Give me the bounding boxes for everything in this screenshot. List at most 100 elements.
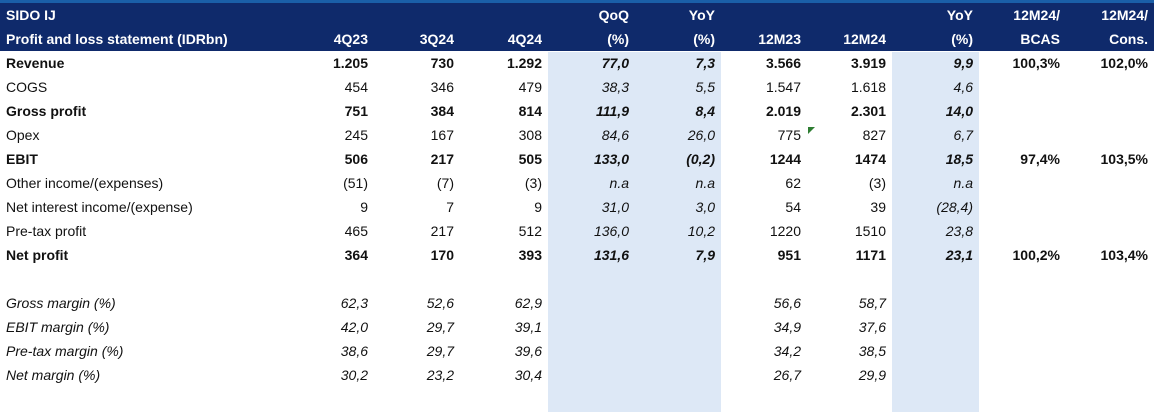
row-label: Pre-tax margin (%) xyxy=(6,343,124,359)
table-cell: 512 xyxy=(518,223,542,239)
table-cell: 37,6 xyxy=(858,319,886,335)
table-cell: 34,9 xyxy=(773,319,801,335)
table-cell xyxy=(892,339,979,363)
table-cell: 1.292 xyxy=(506,55,542,71)
row-label: Other income/(expenses) xyxy=(6,175,164,191)
header-cell: QoQ xyxy=(548,3,635,27)
table-cell: 1244 xyxy=(769,151,801,167)
table-cell xyxy=(1066,123,1154,147)
row-label: Revenue xyxy=(6,55,65,71)
table-cell xyxy=(374,267,460,291)
row-label: Net profit xyxy=(6,247,69,263)
table-cell xyxy=(635,363,721,387)
table-cell: 3,0 xyxy=(695,199,715,215)
table-row: Net profit 364 170 393 131,6 7,9 951 1171 23,1 10… xyxy=(0,243,1154,267)
table-cell xyxy=(635,291,721,315)
table-cell: 58,7 xyxy=(858,295,886,311)
table-cell: 751 xyxy=(344,103,368,119)
table-row: Opex 245 167 308 84,6 26,0 775 827 6,7 xyxy=(0,123,1154,147)
table-cell: 131,6 xyxy=(593,247,629,263)
row-label: COGS xyxy=(6,79,48,95)
table-header: SIDO IJ QoQ YoY YoY 12M24/ 12M24/ Profit… xyxy=(0,3,1154,51)
table-cell: 10,2 xyxy=(687,223,715,239)
table-cell xyxy=(460,267,548,291)
table-row: EBIT 506 217 505 133,0 (0,2) 1244 1474 18,5 97,4%… xyxy=(0,147,1154,171)
table-cell: 7,3 xyxy=(695,55,715,71)
header-row-1: SIDO IJ QoQ YoY YoY 12M24/ 12M24/ xyxy=(0,3,1154,27)
table-cell: 9 xyxy=(360,199,368,215)
header-row-2: Profit and loss statement (IDRbn) 4Q23 3… xyxy=(0,27,1154,51)
header-cell: 12M24/ xyxy=(1066,3,1154,27)
row-label: Pre-tax profit xyxy=(6,223,87,239)
table-cell: 29,9 xyxy=(858,367,886,383)
table-cell xyxy=(635,315,721,339)
table-cell: 170 xyxy=(430,247,454,263)
ticker: SIDO IJ xyxy=(0,3,295,27)
table-cell: 393 xyxy=(518,247,542,263)
table-cell: 103,4% xyxy=(1100,247,1148,263)
table-cell: 39 xyxy=(870,199,886,215)
table-cell: 111,9 xyxy=(596,103,629,119)
row-label: Net margin (%) xyxy=(6,367,101,383)
table-cell xyxy=(807,267,892,291)
row-label: Net interest income/(expense) xyxy=(6,199,193,215)
header-cell xyxy=(460,3,548,27)
table-cell xyxy=(979,291,1066,315)
table-cell: 1171 xyxy=(855,247,886,263)
table-cell: 31,0 xyxy=(601,199,629,215)
table-cell xyxy=(979,219,1066,243)
table-cell: 100,2% xyxy=(1012,247,1060,263)
header-cell: 12M24/ xyxy=(979,3,1066,27)
table-row: Net interest income/(expense) 9 7 9 31,0 3,0 5… xyxy=(0,195,1154,219)
table-cell: 827 xyxy=(862,127,886,143)
header-cell xyxy=(295,3,374,27)
table-cell xyxy=(548,291,635,315)
table-cell: 56,6 xyxy=(773,295,801,311)
table-cell: (28,4) xyxy=(936,199,973,215)
table-cell xyxy=(979,75,1066,99)
table-cell: 506 xyxy=(344,151,368,167)
table-cell xyxy=(1066,363,1154,387)
table-cell: 18,5 xyxy=(945,151,973,167)
table-cell xyxy=(548,267,635,291)
table-cell: 1474 xyxy=(854,151,886,167)
table-cell xyxy=(635,267,721,291)
table-cell xyxy=(979,195,1066,219)
header-cell: 12M24 xyxy=(807,27,892,51)
table-cell: 1.547 xyxy=(765,79,801,95)
table-cell: 7 xyxy=(446,199,454,215)
header-cell xyxy=(721,3,807,27)
table-cell xyxy=(548,339,635,363)
table-cell: 84,6 xyxy=(601,127,629,143)
table-cell: 77,0 xyxy=(601,55,629,71)
table-cell: 465 xyxy=(344,223,368,239)
table-row: Gross margin (%) 62,3 52,6 62,9 56,6 58,7 xyxy=(0,291,1154,315)
table-cell: n.a xyxy=(953,175,973,191)
table-subtitle: Profit and loss statement (IDRbn) xyxy=(0,27,295,51)
header-cell: 12M23 xyxy=(721,27,807,51)
table-cell: 97,4% xyxy=(1020,151,1060,167)
table-cell xyxy=(1066,339,1154,363)
header-cell: YoY xyxy=(635,3,721,27)
table-cell xyxy=(548,363,635,387)
table-cell: 9,9 xyxy=(953,55,973,71)
table-cell: 39,1 xyxy=(514,319,542,335)
table-cell: 730 xyxy=(430,55,454,71)
row-label: EBIT margin (%) xyxy=(6,319,110,335)
header-cell: (%) xyxy=(548,27,635,51)
yoy-annual-shaded-column xyxy=(892,52,979,412)
header-cell: 4Q23 xyxy=(295,27,374,51)
table-cell: 2.019 xyxy=(765,103,801,119)
table-cell: 364 xyxy=(344,247,368,263)
table-cell: 26,7 xyxy=(773,367,801,383)
table-cell xyxy=(295,267,374,291)
table-cell: 39,6 xyxy=(514,343,542,359)
table-cell: 62,9 xyxy=(514,295,542,311)
table-cell xyxy=(1066,291,1154,315)
table-cell: 38,5 xyxy=(858,343,886,359)
table-cell xyxy=(979,123,1066,147)
table-cell: 23,2 xyxy=(426,367,454,383)
table-cell xyxy=(721,267,807,291)
table-cell: 2.301 xyxy=(850,103,886,119)
table-row: Revenue 1.205 730 1.292 77,0 7,3 3.566 3.919 9,9… xyxy=(0,51,1154,75)
